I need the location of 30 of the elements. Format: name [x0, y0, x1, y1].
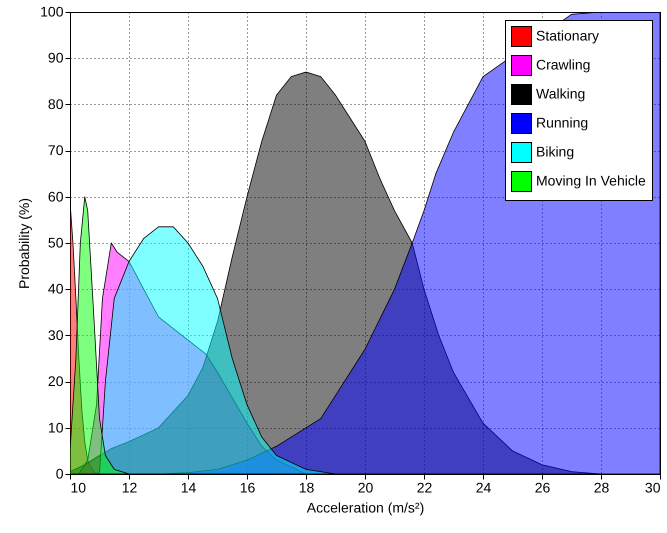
x-tick-label: 14: [180, 480, 196, 496]
y-tick-label: 0: [56, 466, 64, 482]
y-tick-label: 40: [48, 280, 64, 297]
legend-label: Stationary: [536, 28, 600, 44]
x-tick-label: 22: [416, 480, 432, 496]
x-tick-label: 16: [240, 480, 256, 496]
legend-label: Crawling: [536, 56, 590, 72]
x-tick-label: 12: [122, 480, 138, 496]
x-tick-label: 20: [358, 480, 374, 496]
legend-label: Running: [536, 114, 588, 130]
legend-label: Biking: [536, 144, 574, 160]
y-tick-label: 50: [48, 234, 64, 250]
y-tick-label: 90: [48, 50, 64, 66]
y-tick-label: 100: [40, 4, 64, 20]
y-axis-title: Probability (%): [16, 198, 32, 290]
x-tick-label: 26: [534, 480, 550, 496]
y-tick-label: 30: [48, 326, 64, 343]
legend-label: Moving In Vehicle: [536, 172, 646, 188]
x-tick-label: 24: [476, 480, 492, 496]
legend-label: Walking: [536, 86, 586, 102]
x-axis-title: Acceleration (m/s²): [306, 500, 424, 516]
x-tick-label: 10: [70, 480, 86, 496]
x-tick-label: 18: [298, 480, 314, 496]
x-tick-label: 28: [594, 480, 610, 496]
y-tick-label: 10: [48, 419, 64, 436]
x-tick-label: 30: [644, 480, 661, 496]
y-tick-label: 20: [48, 373, 64, 390]
y-tick-label: 80: [48, 96, 64, 112]
y-tick-label: 70: [48, 142, 64, 158]
y-tick-label: 60: [48, 188, 64, 204]
